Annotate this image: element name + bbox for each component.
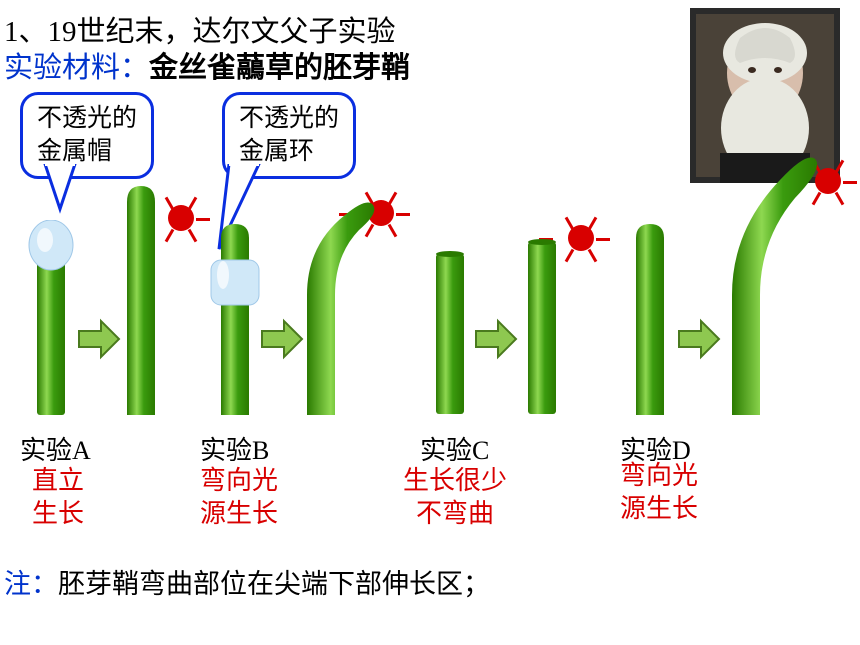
plant-d-before bbox=[628, 220, 672, 420]
note-line: 注：胚芽鞘弯曲部位在尖端下部伸长区； bbox=[4, 562, 490, 601]
exp-c-result: 生长很少 不弯曲 bbox=[403, 465, 507, 530]
material-text: 金丝雀虉草的胚芽鞘 bbox=[149, 52, 410, 84]
experiment-a bbox=[20, 180, 210, 460]
arrow-icon bbox=[675, 315, 723, 363]
experiment-d bbox=[620, 180, 850, 460]
plant-b-before bbox=[205, 220, 265, 420]
arrow-icon bbox=[472, 315, 520, 363]
plant-a-after bbox=[115, 180, 165, 420]
callout-ring: 不透光的 金属环 bbox=[222, 92, 356, 179]
callout-cap: 不透光的 金属帽 bbox=[20, 92, 154, 179]
plant-a-before bbox=[25, 220, 75, 420]
experiment-b bbox=[200, 180, 420, 460]
note-text: 胚芽鞘弯曲部位在尖端下部伸长区； bbox=[58, 569, 490, 599]
material-label: 实验材料： bbox=[4, 52, 149, 84]
note-label: 注： bbox=[4, 569, 58, 599]
exp-d-result: 弯向光 源生长 bbox=[620, 460, 698, 525]
exp-b-label: 实验B bbox=[200, 430, 269, 467]
exp-a-label: 实验A bbox=[20, 430, 91, 467]
plant-d-after bbox=[720, 140, 850, 420]
exp-a-result: 直立 生长 bbox=[32, 465, 84, 530]
experiment-c bbox=[420, 180, 620, 460]
plant-c-before bbox=[428, 250, 472, 420]
plant-c-after bbox=[520, 238, 564, 418]
exp-c-label: 实验C bbox=[420, 430, 489, 467]
callout-a-text: 不透光的 金属帽 bbox=[37, 105, 137, 165]
exp-b-result: 弯向光 源生长 bbox=[200, 465, 278, 530]
material-line: 实验材料：金丝雀虉草的胚芽鞘 bbox=[4, 44, 410, 86]
plant-b-after bbox=[295, 175, 405, 420]
callout-b-text: 不透光的 金属环 bbox=[239, 105, 339, 165]
